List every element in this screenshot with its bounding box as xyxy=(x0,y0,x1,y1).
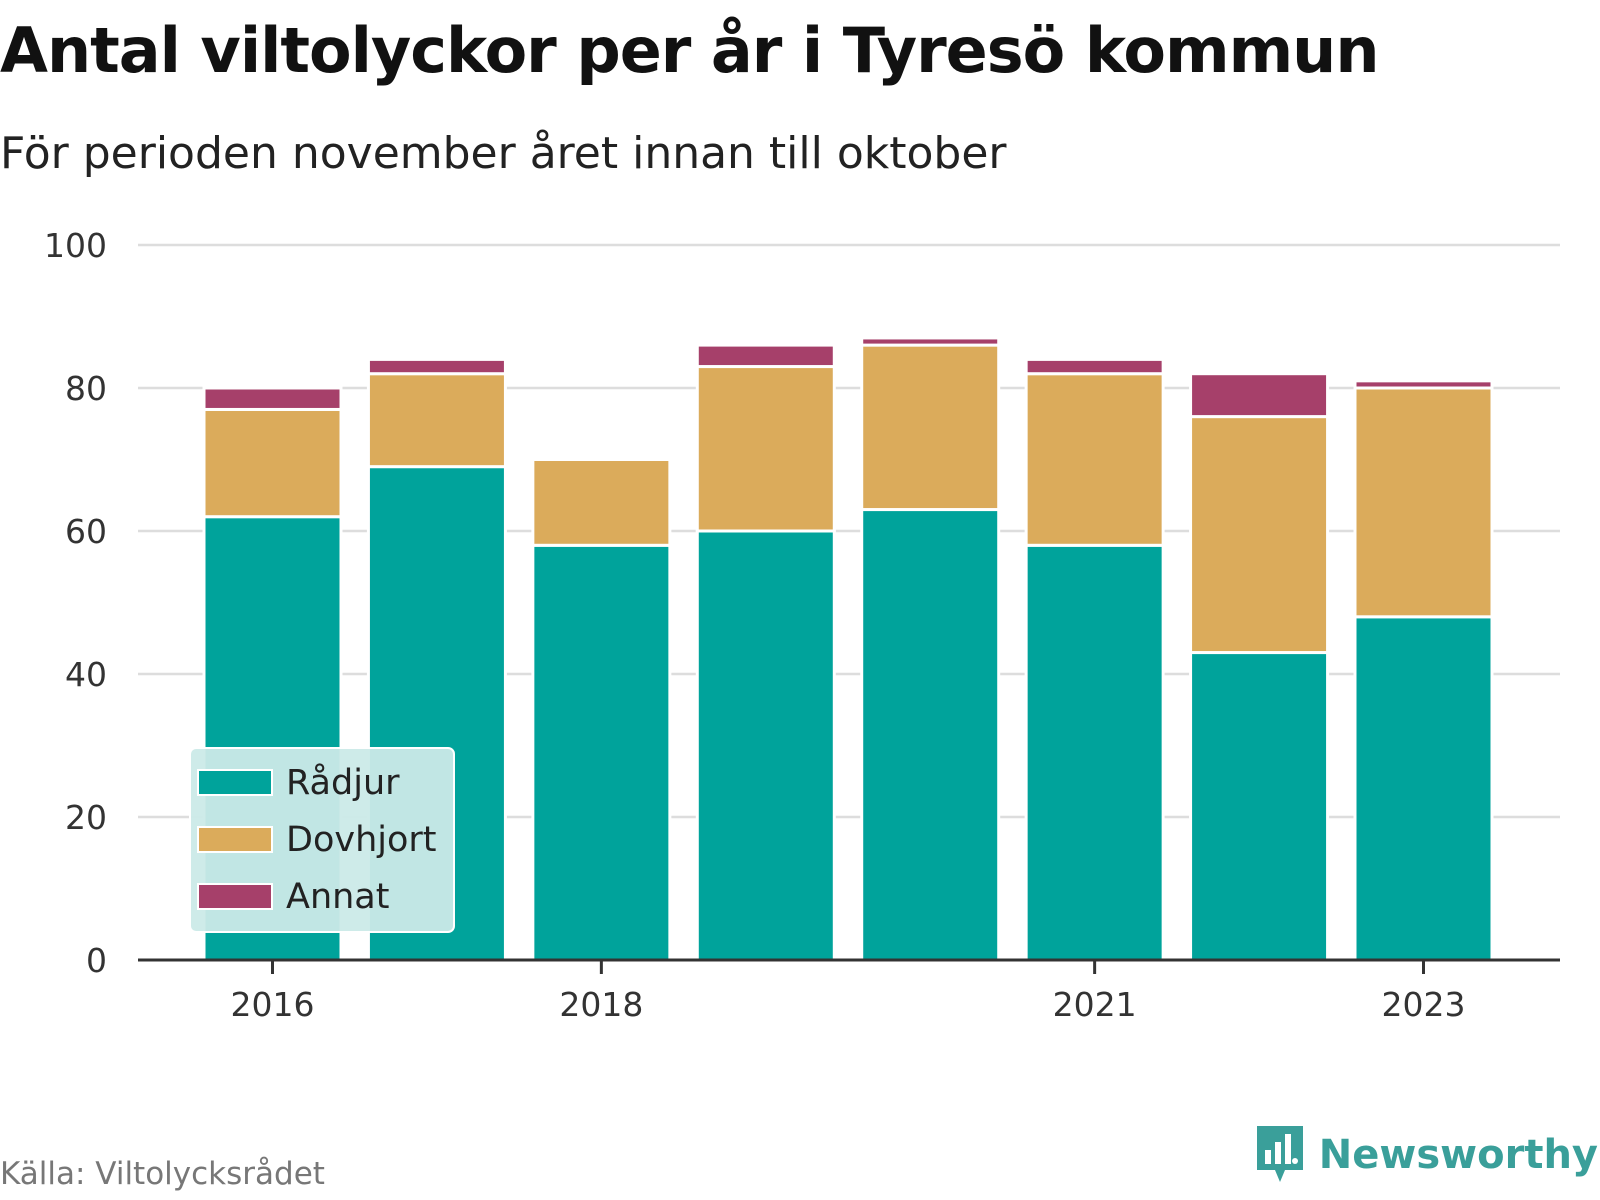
bar-dovhjort-2016 xyxy=(202,407,343,519)
y-tick-label: 60 xyxy=(65,512,107,551)
x-tick-label: 2018 xyxy=(559,985,643,1024)
bar-annat-2022 xyxy=(1189,372,1330,419)
x-tick-label: 2023 xyxy=(1382,985,1466,1024)
bar-dovhjort-2021 xyxy=(1024,372,1165,547)
y-tick-label: 40 xyxy=(65,655,107,694)
newsworthy-logo-icon xyxy=(1256,1126,1303,1182)
bar-rådjur-2019 xyxy=(695,529,836,962)
x-tick-label: 2021 xyxy=(1053,985,1137,1024)
bar-dovhjort-2022 xyxy=(1189,415,1330,655)
bar-annat-2021 xyxy=(1024,357,1165,376)
y-tick-label: 100 xyxy=(44,226,107,265)
legend-swatch-dovhjort xyxy=(197,826,273,853)
bar-dovhjort-2023 xyxy=(1353,386,1494,619)
y-tick-label: 20 xyxy=(65,798,107,837)
bar-rådjur-2018 xyxy=(531,543,672,962)
legend-label-annat: Annat xyxy=(286,877,389,917)
bar-annat-2017 xyxy=(366,357,507,376)
legend-swatch-rådjur xyxy=(197,769,273,796)
legend-label-rådjur: Rådjur xyxy=(286,762,400,803)
y-tick-label: 80 xyxy=(65,369,107,408)
chart-subtitle: För perioden november året innan till ok… xyxy=(0,128,1007,179)
y-tick-label: 0 xyxy=(86,941,107,980)
bar-dovhjort-2018 xyxy=(531,458,672,547)
bar-rådjur-2020 xyxy=(860,508,1001,962)
bar-annat-2016 xyxy=(202,386,343,411)
bar-annat-2019 xyxy=(695,343,836,369)
brand-name: Newsworthy xyxy=(1318,1132,1598,1178)
brand-logo: Newsworthy xyxy=(1255,1124,1598,1186)
bar-dovhjort-2017 xyxy=(366,372,507,469)
bar-dovhjort-2020 xyxy=(860,343,1001,512)
x-tick-label: 2016 xyxy=(231,985,315,1024)
source-note: Källa: Viltolycksrådet xyxy=(0,1156,325,1192)
legend-label-dovhjort: Dovhjort xyxy=(286,820,437,860)
bar-rådjur-2023 xyxy=(1353,615,1494,962)
chart-title: Antal viltolyckor per år i Tyresö kommun xyxy=(0,14,1379,87)
bar-dovhjort-2019 xyxy=(695,365,836,533)
bar-annat-2023 xyxy=(1353,379,1494,390)
legend-swatch-annat xyxy=(197,883,273,910)
bar-annat-2020 xyxy=(860,336,1001,347)
bar-rådjur-2022 xyxy=(1189,651,1330,962)
bar-rådjur-2021 xyxy=(1024,543,1165,962)
